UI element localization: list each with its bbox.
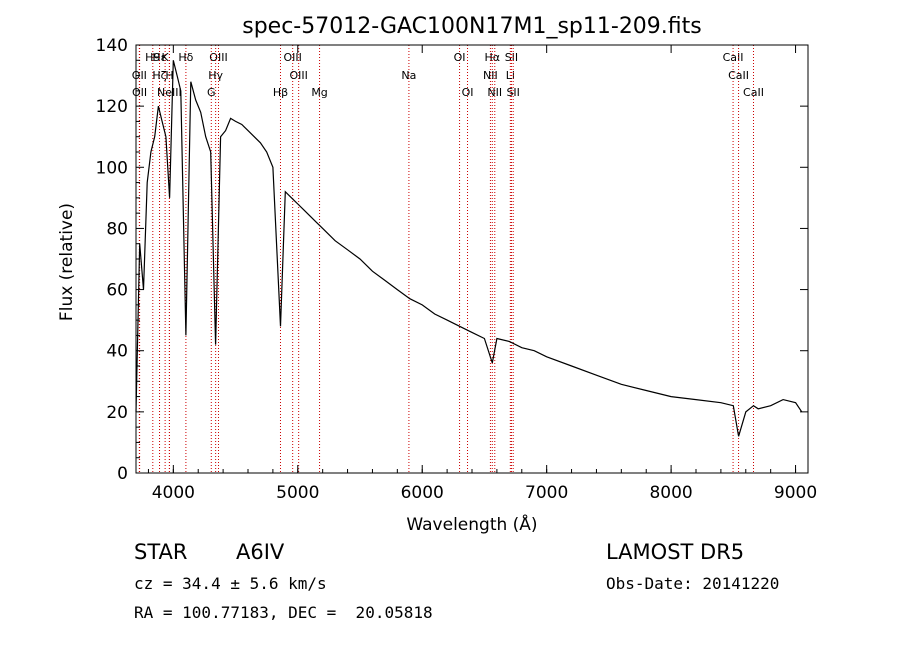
- line-label-12: Hβ: [273, 86, 288, 99]
- line-label-23: Li: [506, 69, 515, 82]
- y-tick-label-6: 120: [96, 97, 128, 117]
- spectrum-series: [135, 60, 803, 437]
- x-tick-label-1: 5000: [276, 483, 319, 503]
- y-axis-ticks: 0 20 40 60 80 100 120 140: [96, 36, 808, 484]
- line-label-16: Na: [401, 69, 416, 82]
- spectral-line-markers: H9OIIOIIHεHζKHHδNeIIIOIIIHγGHβOIIIOIIIMg…: [132, 45, 764, 473]
- line-label-13: OIII: [283, 51, 301, 64]
- x-tick-label-4: 8000: [649, 483, 692, 503]
- line-label-15: Mg: [311, 86, 327, 99]
- y-tick-label-7: 140: [96, 36, 128, 56]
- x-axis-label: Wavelength (Å): [406, 513, 537, 535]
- object-class: STAR: [134, 540, 188, 564]
- object-subclass: A6IV: [236, 540, 285, 564]
- y-tick-label-1: 20: [106, 403, 128, 423]
- y-axis-label: Flux (relative): [57, 203, 77, 321]
- y-tick-label-0: 0: [117, 464, 128, 484]
- line-label-9: OIII: [209, 51, 227, 64]
- line-label-24: SII: [506, 86, 519, 99]
- line-label-8: NeIII: [157, 86, 182, 99]
- line-label-18: OI: [462, 86, 474, 99]
- survey-name: LAMOST DR5: [606, 540, 745, 564]
- spectrum-line: [135, 60, 803, 437]
- y-tick-label-3: 60: [106, 281, 128, 301]
- line-label-21: NII: [487, 86, 502, 99]
- line-label-25: CaII: [723, 51, 744, 64]
- y-tick-label-4: 80: [106, 219, 128, 239]
- plot-frame: [135, 44, 809, 474]
- line-label-14: OIII: [289, 69, 307, 82]
- line-label-5: K: [162, 51, 170, 64]
- x-tick-label-3: 7000: [525, 483, 568, 503]
- line-label-26: CaII: [728, 69, 749, 82]
- x-tick-label-0: 4000: [152, 483, 195, 503]
- line-label-2: OII: [132, 86, 147, 99]
- line-label-0: H9: [145, 51, 160, 64]
- x-tick-label-5: 9000: [774, 483, 817, 503]
- line-label-17: OI: [454, 51, 466, 64]
- y-tick-label-5: 100: [96, 158, 128, 178]
- line-label-27: CaII: [743, 86, 764, 99]
- line-label-19: Hα: [485, 51, 501, 64]
- line-label-7: Hδ: [178, 51, 193, 64]
- line-label-4: Hζ: [152, 69, 166, 82]
- coordinates-readout: RA = 100.77183, DEC = 20.05818: [134, 603, 433, 622]
- line-label-20: NII: [483, 69, 498, 82]
- line-label-11: G: [207, 86, 216, 99]
- chart-title: spec-57012-GAC100N17M1_sp11-209.fits: [242, 14, 702, 39]
- observation-date: Obs-Date: 20141220: [606, 574, 780, 593]
- y-tick-label-2: 40: [106, 342, 128, 362]
- line-label-10: Hγ: [208, 69, 223, 82]
- x-tick-label-2: 6000: [401, 483, 444, 503]
- x-axis-ticks: 4000 5000 6000 7000 8000 9000: [147, 45, 817, 503]
- line-label-22: SII: [505, 51, 518, 64]
- redshift-readout: cz = 34.4 ± 5.6 km/s: [134, 574, 327, 593]
